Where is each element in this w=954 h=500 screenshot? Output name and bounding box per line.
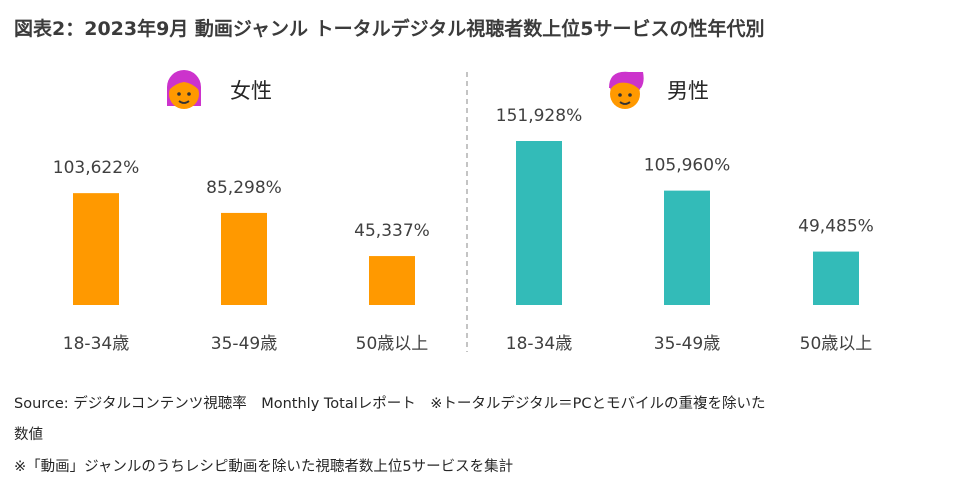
category-label-female-2: 50歳以上 (356, 334, 429, 354)
bar-male-1 (664, 190, 710, 305)
data-label-female-1: 85,298% (206, 178, 282, 198)
male-icon (609, 71, 644, 109)
chart-area: 女性 男性 103,622% 18-34歳 85,298% 35-49歳 45,337%… (53, 70, 874, 354)
footer-source: Source: デジタルコンテンツ視聴率 Monthly Totalレポート ※… (14, 396, 766, 412)
bar-female-2 (369, 256, 415, 305)
male-panel-label: 男性 (667, 79, 709, 103)
bar-male-0 (516, 141, 562, 305)
category-label-female-0: 18-34歳 (63, 334, 129, 354)
footer-note: ※「動画」ジャンルのうちレシピ動画を除いた視聴者数上位5サービスを集計 (14, 459, 514, 475)
category-label-male-0: 18-34歳 (506, 334, 572, 354)
category-label-male-1: 35-49歳 (654, 334, 720, 354)
bars-layer: 103,622% 18-34歳 85,298% 35-49歳 45,337% 50歳以上 1… (53, 106, 874, 354)
chart-title: 図表2：2023年9月 動画ジャンル トータルデジタル視聴者数上位5サービスの性… (14, 18, 765, 40)
female-icon (167, 70, 201, 109)
data-label-male-0: 151,928% (496, 106, 582, 126)
category-label-male-2: 50歳以上 (800, 334, 873, 354)
bar-male-2 (813, 251, 859, 305)
footer-source-cont: 数値 (14, 427, 43, 443)
category-label-female-1: 35-49歳 (211, 334, 277, 354)
bar-female-0 (73, 193, 119, 305)
female-panel-label: 女性 (230, 79, 272, 103)
bar-female-1 (221, 212, 267, 305)
data-label-male-2: 49,485% (798, 217, 874, 237)
data-label-male-1: 105,960% (644, 156, 730, 176)
data-label-female-0: 103,622% (53, 158, 139, 178)
data-label-female-2: 45,337% (354, 221, 430, 241)
